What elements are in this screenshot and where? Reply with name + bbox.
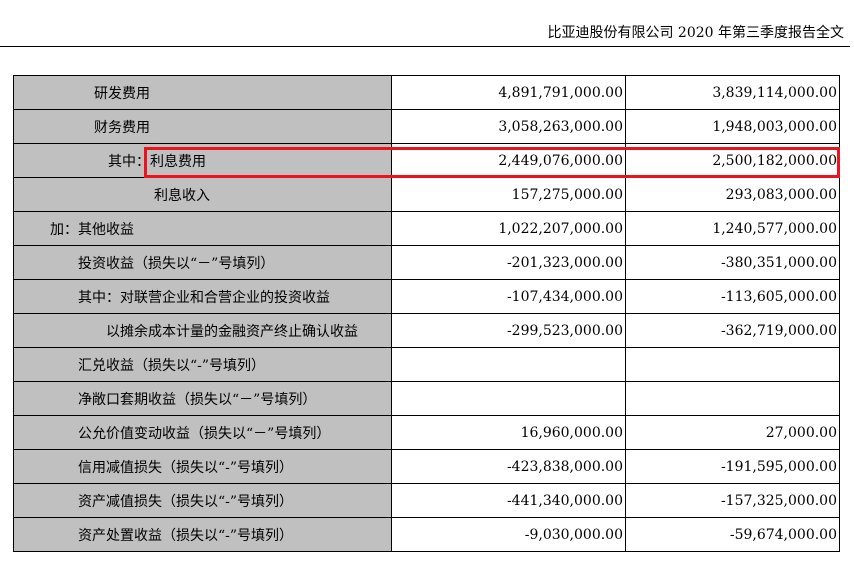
current-period-value: 4,891,791,000.00	[391, 75, 626, 110]
row-label-cell: 研发费用	[13, 75, 392, 110]
prior-period-value	[625, 381, 840, 416]
current-period-value: 16,960,000.00	[391, 415, 626, 450]
current-period-value: -9,030,000.00	[391, 517, 626, 552]
row-label: 汇兑收益（损失以“-”号填列）	[78, 357, 266, 374]
prior-period-value: -380,351,000.00	[625, 245, 840, 280]
row-label: 净敞口套期收益（损失以“－”号填列）	[78, 391, 317, 408]
table-row: 财务费用 3,058,263,000.00 1,948,003,000.00	[13, 109, 840, 144]
row-label-cell: 加：其他收益	[13, 211, 392, 246]
table-row: 利息收入 157,275,000.00 293,083,000.00	[13, 177, 840, 212]
row-label-cell: 以摊余成本计量的金融资产终止确认收益	[13, 313, 392, 348]
row-label-cell: 资产处置收益（损失以“-”号填列）	[13, 517, 392, 552]
document-title: 比亚迪股份有限公司 2020 年第三季度报告全文	[547, 25, 844, 41]
row-label: 投资收益（损失以“－”号填列）	[78, 255, 275, 272]
row-label-cell: 公允价值变动收益（损失以“－”号填列）	[13, 415, 392, 450]
row-label-cell: 财务费用	[13, 109, 392, 144]
prior-period-value: 293,083,000.00	[625, 177, 840, 212]
prior-period-value: 1,948,003,000.00	[625, 109, 840, 144]
row-label-group: 其中：利息费用	[15, 151, 206, 171]
row-label-cell: 其中：对联营企业和合营企业的投资收益	[13, 279, 392, 314]
row-label: 利息收入	[154, 187, 210, 204]
current-period-value	[391, 347, 626, 382]
table-row: 资产处置收益（损失以“-”号填列） -9,030,000.00 -59,674,…	[13, 517, 840, 552]
prior-period-value: 27,000.00	[625, 415, 840, 450]
current-period-value: -201,323,000.00	[391, 245, 626, 280]
row-label: 利息费用	[150, 153, 206, 170]
prior-period-value: -59,674,000.00	[625, 517, 840, 552]
prior-period-value: -113,605,000.00	[625, 279, 840, 314]
table-row: 其中：利息费用 2,449,076,000.00 2,500,182,000.0…	[13, 143, 840, 178]
row-label-cell: 信用减值损失（损失以“-”号填列）	[13, 449, 392, 484]
table-row: 研发费用 4,891,791,000.00 3,839,114,000.00	[13, 75, 840, 110]
row-label: 其中：对联营企业和合营企业的投资收益	[78, 289, 330, 306]
current-period-value: -299,523,000.00	[391, 313, 626, 348]
row-label-prefix: 其中：	[108, 153, 150, 170]
page-header: 比亚迪股份有限公司 2020 年第三季度报告全文	[0, 16, 850, 47]
table-row: 信用减值损失（损失以“-”号填列） -423,838,000.00 -191,5…	[13, 449, 840, 484]
prior-period-value: 1,240,577,000.00	[625, 211, 840, 246]
current-period-value	[391, 381, 626, 416]
current-period-value: -423,838,000.00	[391, 449, 626, 484]
current-period-value: -107,434,000.00	[391, 279, 626, 314]
table-row: 净敞口套期收益（损失以“－”号填列）	[13, 381, 840, 416]
prior-period-value: -362,719,000.00	[625, 313, 840, 348]
table-row: 以摊余成本计量的金融资产终止确认收益 -299,523,000.00 -362,…	[13, 313, 840, 348]
prior-period-value: -191,595,000.00	[625, 449, 840, 484]
current-period-value: 3,058,263,000.00	[391, 109, 626, 144]
current-period-value: 157,275,000.00	[391, 177, 626, 212]
prior-period-value: 2,500,182,000.00	[625, 143, 840, 178]
table-row: 加：其他收益 1,022,207,000.00 1,240,577,000.00	[13, 211, 840, 246]
row-label: 研发费用	[94, 85, 150, 102]
current-period-value: -441,340,000.00	[391, 483, 626, 518]
prior-period-value: 3,839,114,000.00	[625, 75, 840, 110]
table-row: 汇兑收益（损失以“-”号填列）	[13, 347, 840, 382]
table-row: 公允价值变动收益（损失以“－”号填列） 16,960,000.00 27,000…	[13, 415, 840, 450]
row-label: 信用减值损失（损失以“-”号填列）	[78, 459, 294, 476]
table-row: 资产减值损失（损失以“-”号填列） -441,340,000.00 -157,3…	[13, 483, 840, 518]
row-label-cell: 投资收益（损失以“－”号填列）	[13, 245, 392, 280]
row-label: 加：其他收益	[50, 221, 134, 238]
row-label-cell: 利息收入	[13, 177, 392, 212]
prior-period-value: -157,325,000.00	[625, 483, 840, 518]
row-label: 以摊余成本计量的金融资产终止确认收益	[106, 323, 358, 340]
table-row: 投资收益（损失以“－”号填列） -201,323,000.00 -380,351…	[13, 245, 840, 280]
table-row: 其中：对联营企业和合营企业的投资收益 -107,434,000.00 -113,…	[13, 279, 840, 314]
current-period-value: 1,022,207,000.00	[391, 211, 626, 246]
row-label: 资产减值损失（损失以“-”号填列）	[78, 493, 294, 510]
row-label-cell: 汇兑收益（损失以“-”号填列）	[13, 347, 392, 382]
prior-period-value	[625, 347, 840, 382]
current-period-value: 2,449,076,000.00	[391, 143, 626, 178]
row-label: 财务费用	[94, 119, 150, 136]
row-label-cell: 资产减值损失（损失以“-”号填列）	[13, 483, 392, 518]
row-label: 资产处置收益（损失以“-”号填列）	[78, 527, 294, 544]
row-label-cell: 净敞口套期收益（损失以“－”号填列）	[13, 381, 392, 416]
row-label-cell: 其中：利息费用	[13, 143, 392, 178]
income-statement-table: 研发费用 4,891,791,000.00 3,839,114,000.00 财…	[13, 75, 840, 552]
row-label: 公允价值变动收益（损失以“－”号填列）	[78, 425, 331, 442]
